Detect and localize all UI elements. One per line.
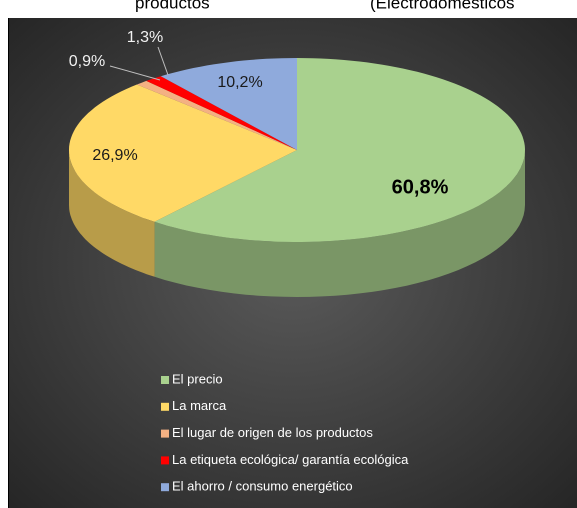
slice (146, 76, 297, 150)
legend-swatch (161, 376, 169, 384)
slice (69, 84, 297, 222)
slice (160, 58, 297, 150)
legend-swatch (161, 429, 169, 438)
leader-line (109, 65, 161, 81)
data-label: 60,8% (392, 176, 449, 198)
data-label: 1,3% (127, 29, 163, 46)
legend-label: La marca (172, 398, 227, 413)
slice (136, 80, 297, 150)
legend-label: El ahorro / consumo energético (172, 479, 353, 494)
data-label: 10,2% (217, 74, 262, 91)
header-strip (0, 0, 577, 18)
legend-swatch (161, 456, 169, 465)
leader-line (157, 46, 169, 76)
legend-swatch (161, 483, 169, 492)
slice (154, 58, 525, 242)
legend-swatch (161, 402, 169, 411)
slice-side (154, 150, 525, 297)
legend-label: El precio (172, 371, 223, 386)
slice-side (69, 150, 155, 277)
header-text: (Electrodomésticos (370, 0, 515, 12)
header-text: productos (135, 0, 210, 12)
legend-label: El lugar de origen de los productos (172, 425, 373, 440)
legend-label: La etiqueta ecológica/ garantía ecológic… (172, 452, 409, 467)
data-label: 0,9% (69, 53, 105, 70)
data-label: 26,9% (92, 147, 137, 164)
